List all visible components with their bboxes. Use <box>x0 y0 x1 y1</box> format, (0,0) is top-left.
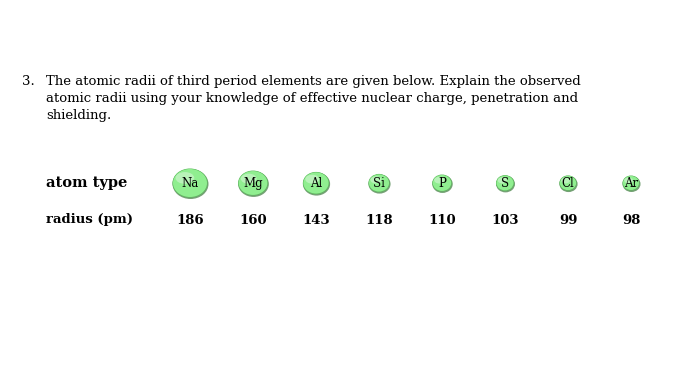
Ellipse shape <box>624 178 633 183</box>
Text: Si: Si <box>373 177 385 190</box>
Ellipse shape <box>303 172 330 196</box>
Ellipse shape <box>173 169 207 197</box>
Ellipse shape <box>496 175 514 191</box>
Ellipse shape <box>172 168 207 197</box>
Ellipse shape <box>559 176 578 192</box>
Ellipse shape <box>238 171 268 196</box>
Text: Cl: Cl <box>561 177 575 190</box>
Ellipse shape <box>433 175 453 193</box>
Text: Mg: Mg <box>243 177 262 190</box>
Text: Al: Al <box>310 177 322 190</box>
Ellipse shape <box>305 175 319 184</box>
Ellipse shape <box>623 176 639 190</box>
Ellipse shape <box>303 172 329 194</box>
Ellipse shape <box>498 177 507 183</box>
Ellipse shape <box>368 175 391 194</box>
Text: 143: 143 <box>302 214 330 227</box>
Text: 186: 186 <box>176 214 204 227</box>
Ellipse shape <box>496 176 515 193</box>
Text: P: P <box>438 177 446 190</box>
Text: 99: 99 <box>559 214 578 227</box>
Text: Na: Na <box>181 177 199 190</box>
Ellipse shape <box>561 178 570 183</box>
Ellipse shape <box>369 175 389 192</box>
Ellipse shape <box>303 172 328 194</box>
Text: 98: 98 <box>622 214 640 227</box>
Ellipse shape <box>434 177 444 183</box>
Ellipse shape <box>559 175 577 191</box>
Text: 160: 160 <box>239 214 267 227</box>
Text: 103: 103 <box>491 214 519 227</box>
Text: 110: 110 <box>428 214 456 227</box>
Ellipse shape <box>241 174 257 184</box>
Text: radius (pm): radius (pm) <box>46 214 133 227</box>
Ellipse shape <box>622 175 640 191</box>
Text: atom type: atom type <box>46 176 127 190</box>
Text: shielding.: shielding. <box>46 109 111 122</box>
Text: S: S <box>501 177 509 190</box>
Ellipse shape <box>370 176 382 183</box>
Ellipse shape <box>560 176 576 190</box>
Ellipse shape <box>622 176 640 192</box>
Ellipse shape <box>238 171 269 197</box>
Ellipse shape <box>433 175 452 191</box>
Text: 3.: 3. <box>22 75 35 88</box>
Ellipse shape <box>368 174 389 192</box>
Ellipse shape <box>496 176 514 190</box>
Ellipse shape <box>172 169 209 199</box>
Text: Ar: Ar <box>624 177 638 190</box>
Ellipse shape <box>433 175 452 191</box>
Text: The atomic radii of third period elements are given below. Explain the observed: The atomic radii of third period element… <box>46 75 581 88</box>
Ellipse shape <box>239 171 267 195</box>
Ellipse shape <box>176 172 195 184</box>
Text: 118: 118 <box>365 214 393 227</box>
Text: atomic radii using your knowledge of effective nuclear charge, penetration and: atomic radii using your knowledge of eff… <box>46 92 578 105</box>
